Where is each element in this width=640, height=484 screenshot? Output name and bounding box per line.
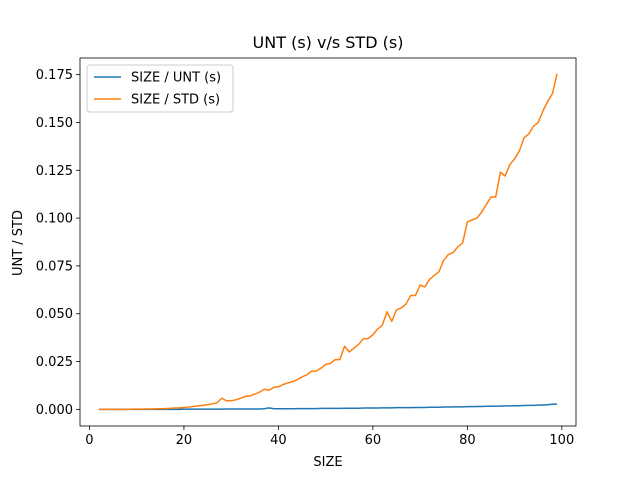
y-tick-label: 0.125: [36, 164, 73, 179]
series-line-unt: [98, 403, 558, 411]
y-axis-label: UNT / STD: [11, 210, 26, 276]
x-tick-label: 40: [270, 433, 287, 448]
x-tick-label: 80: [459, 433, 476, 448]
legend-label-unt: SIZE / UNT (s): [131, 71, 221, 86]
x-axis-label: SIZE: [313, 455, 342, 470]
axes-frame: [79, 57, 577, 427]
y-tick-label: 0.150: [36, 116, 73, 131]
legend-label-std: SIZE / STD (s): [131, 93, 220, 108]
x-tick-label: 100: [549, 433, 574, 448]
chart-title: UNT (s) v/s STD (s): [253, 33, 404, 52]
x-tick-label: 60: [365, 433, 382, 448]
y-tick-label: 0.175: [36, 68, 73, 83]
x-tick-label: 0: [85, 433, 93, 448]
legend-box: [86, 64, 234, 113]
series-line-std: [98, 73, 558, 411]
y-tick-label: 0.025: [36, 355, 73, 370]
y-tick-label: 0.050: [36, 307, 73, 322]
y-tick-label: 0.000: [36, 403, 73, 418]
y-tick-label: 0.075: [36, 259, 73, 274]
x-tick-label: 20: [176, 433, 193, 448]
y-tick-label: 0.100: [36, 212, 73, 227]
legend: SIZE / UNT (s) SIZE / STD (s): [86, 64, 234, 113]
